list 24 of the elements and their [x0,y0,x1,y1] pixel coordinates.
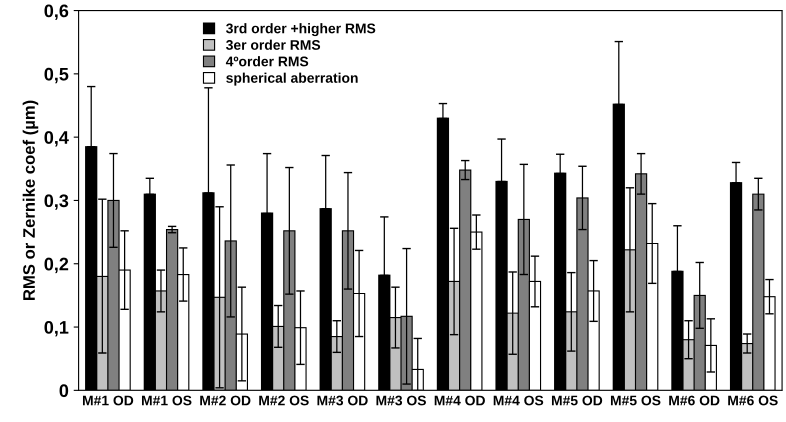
x-tick-label: M#5 OS [610,396,660,406]
legend-label: spherical aberration [226,72,358,86]
x-tick-label: M#3 OS [376,396,426,406]
y-tick-label: 0,6 [44,4,68,20]
x-tick-label: M#6 OD [669,396,720,406]
x-tick-label: M#2 OD [200,396,250,406]
legend-label: 3rd order +higher RMS [226,23,376,36]
y-tick-label: 0,5 [44,68,68,84]
y-tick-label: 0,3 [44,194,68,210]
x-tick-label: M#1 OD [82,396,134,406]
legend-label: 4ºorder RMS [226,56,308,66]
x-tick-label: M#3 OD [317,396,368,406]
x-tick-label: M#2 OS [259,396,309,406]
y-tick-label: 0,1 [44,320,68,336]
x-tick-label: M#4 OS [494,396,544,406]
y-tick-label: 0,2 [44,258,68,274]
x-tick-label: M#6 OS [728,396,778,406]
y-axis-title: RMS or Zernike coef (µm) [22,100,38,300]
y-tick-label: 0,4 [44,131,69,146]
legend-label: 3er order RMS [226,40,320,50]
x-tick-label: M#1 OS [142,396,192,406]
x-tick-label: M#5 OD [552,396,602,406]
y-tick-label: 0 [60,384,68,398]
x-tick-label: M#4 OD [434,396,485,406]
